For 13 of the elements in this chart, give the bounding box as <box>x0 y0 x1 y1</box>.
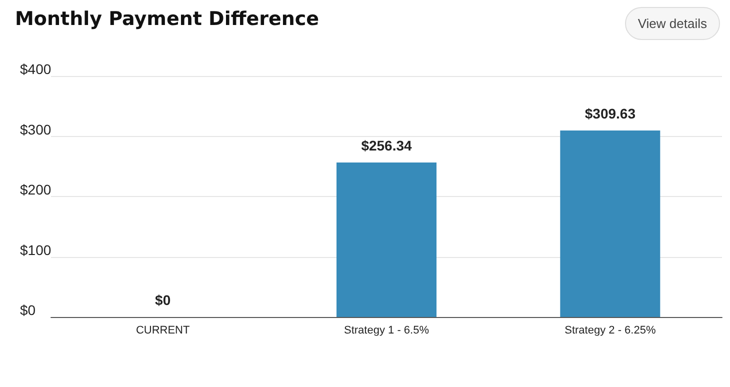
x-tick-label: CURRENT <box>136 324 190 336</box>
y-tick-label: $200 <box>20 182 52 198</box>
x-tick-label: Strategy 1 - 6.5% <box>344 324 430 336</box>
y-tick-label: $0 <box>20 302 36 318</box>
y-tick-label: $300 <box>20 121 52 138</box>
data-label: $0 <box>155 292 171 308</box>
chart-title: Monthly Payment Difference <box>15 8 320 30</box>
x-tick-label: Strategy 2 - 6.25% <box>564 324 656 336</box>
view-details-button[interactable]: View details <box>624 7 720 40</box>
y-tick-label: $400 <box>20 61 52 77</box>
y-tick-label: $100 <box>20 242 52 258</box>
data-label: $309.63 <box>584 105 636 122</box>
data-label: $256.34 <box>361 138 412 154</box>
